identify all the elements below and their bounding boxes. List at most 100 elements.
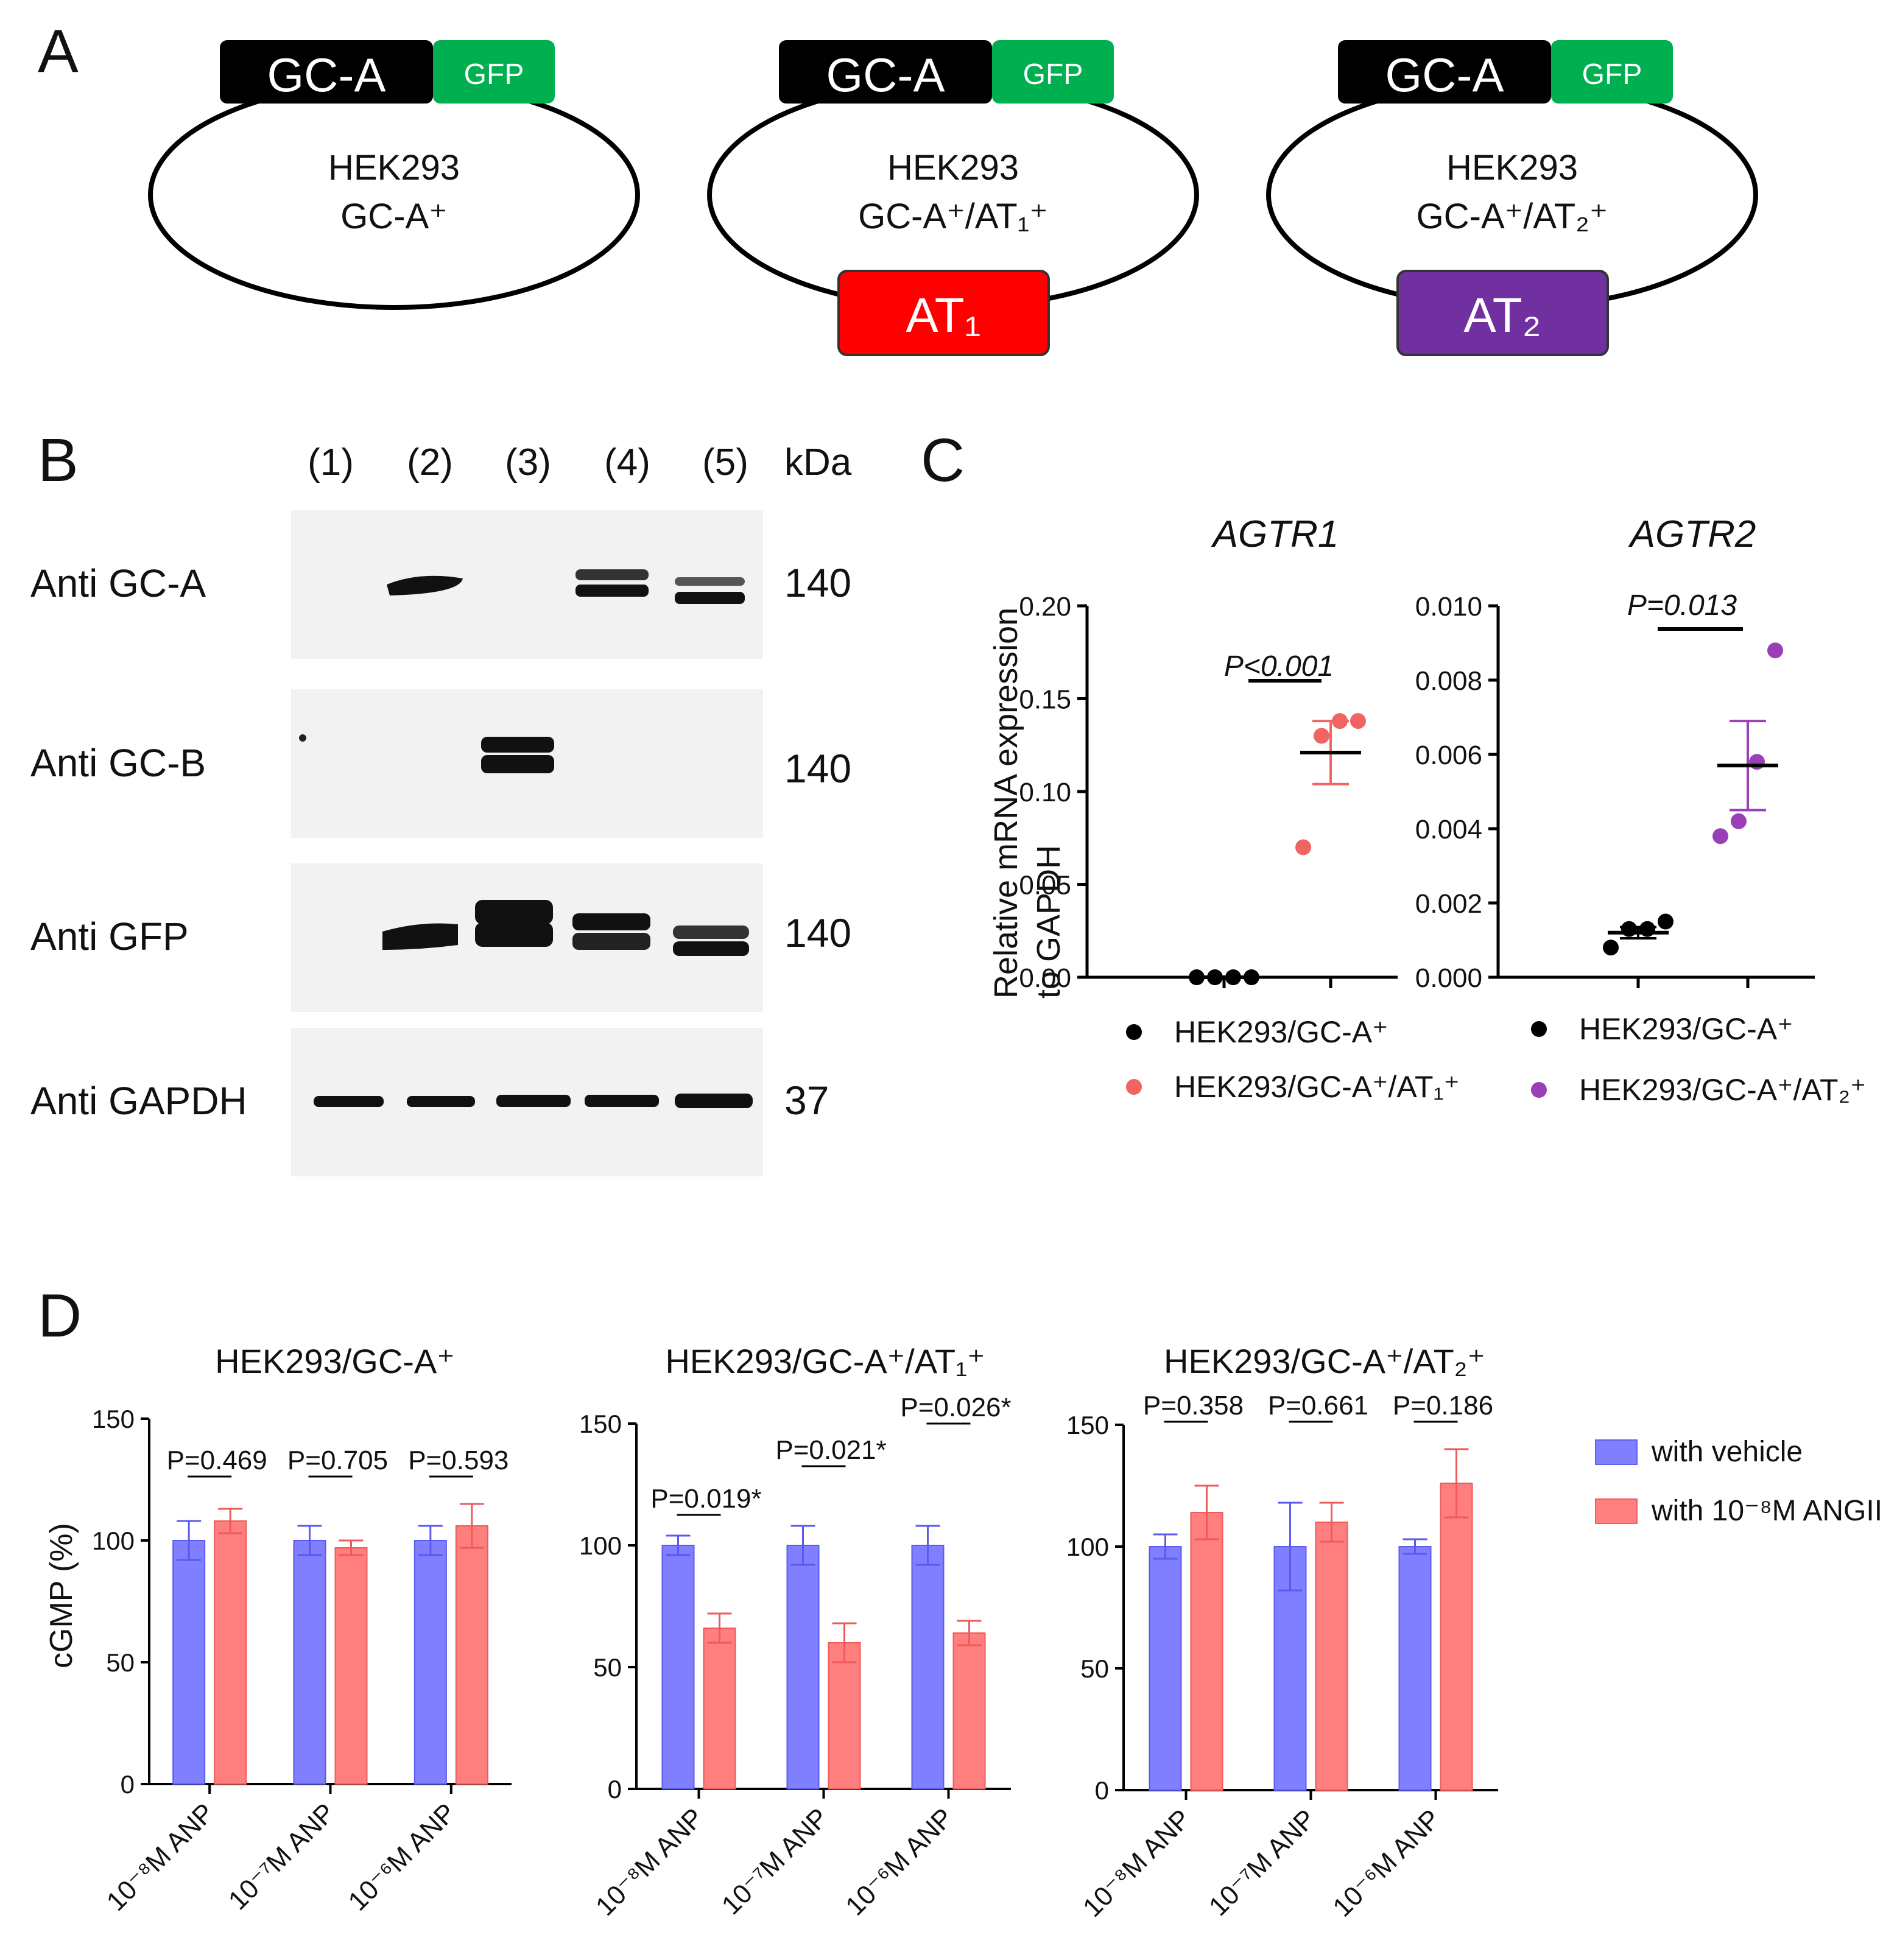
x-tick-label: 10⁻⁸M ANP [1077,1804,1197,1923]
y-tick-label: 0.002 [1415,889,1482,919]
y-axis-ticks: 0 50 100 150 [579,1410,636,1804]
data-point [1295,839,1311,855]
bar [911,1545,945,1790]
panel-d-legend: with vehicle with 10⁻⁸M ANGII [1595,1436,1882,1527]
bar [828,1642,861,1790]
blot-band [673,926,749,939]
significance-label: P=0.593 [408,1445,509,1475]
bar [661,1545,695,1790]
data-point [1350,713,1366,729]
blot-band [572,933,650,950]
y-axis-ticks: 0.000 0.002 0.004 0.006 0.008 0.010 [1415,592,1498,993]
y-tick-label: 50 [106,1648,135,1677]
significance-label: P=0.705 [287,1445,388,1475]
panel-letter-b: B [38,426,79,494]
cell-diagram-1: GC-A GFP HEK293 GC-A⁺ [148,40,640,310]
y-tick-label: 0.10 [1019,778,1071,807]
x-tick-label: 10⁻⁷M ANP [1203,1804,1322,1922]
blot-gapdh: Anti GAPDH 37 [30,1028,829,1176]
x-tick-label: 10⁻⁷M ANP [716,1802,834,1920]
at2-receptor [1396,270,1609,356]
y-axis-ticks: 0 50 100 150 [92,1405,149,1799]
gfp-tag-label: GFP [1582,58,1642,91]
gca-receptor-tag [779,40,992,104]
blot-band [673,941,749,956]
gca-tag-label: GC-A [267,48,386,102]
blot-gcb: Anti GC-B 140 [30,689,851,838]
data-point [1658,913,1674,930]
x-tick-label: 10⁻⁶M ANP [1327,1804,1446,1922]
x-tick-label: 10⁻⁸M ANP [101,1797,220,1917]
lane-label: (3) [505,441,551,483]
significance-label: P<0.001 [1224,650,1334,683]
significance-label: P=0.469 [167,1445,267,1475]
agtr1-chart: AGTR1 0.00 0.05 0.10 0.15 0.20 P<0.001 [1019,513,1398,993]
y-tick-label: 0.004 [1415,815,1482,845]
legend-label: with 10⁻⁸M ANGII [1651,1495,1882,1527]
blot-band [575,585,649,597]
blot-band [387,575,463,595]
legend-marker [1531,1021,1547,1037]
significance-label: P=0.661 [1268,1391,1368,1421]
y-tick-label: 0.15 [1019,685,1071,715]
legend-marker [1531,1082,1547,1098]
y-tick-label: 0.006 [1415,740,1482,770]
blot-kda: 140 [784,560,851,605]
ylabel-line-1: Relative mRNA expression [988,608,1024,999]
chart-title: HEK293/GC-A⁺/AT₂⁺ [1164,1342,1485,1380]
cell-name: HEK293 [328,148,460,188]
lane-headers: (1) (2) (3) (4) (5) kDa [308,441,852,483]
panel-letter-a: A [38,17,79,85]
cell-diagram-3: GC-A GFP HEK293 GC-A⁺/AT₂⁺ AT₂ [1266,40,1758,356]
data-point [1712,828,1728,845]
bar [414,1540,447,1785]
bar [952,1632,986,1790]
bar [1190,1512,1223,1791]
blot-band [481,755,554,773]
kda-header: kDa [784,441,852,483]
data-marks: P=0.019* P=0.021* P=0.026* [635,1393,1012,1799]
bar [293,1540,326,1785]
significance-label: P=0.186 [1393,1391,1493,1421]
bar [1149,1546,1182,1791]
blot-kda: 37 [784,1078,829,1123]
y-tick-label: 0.20 [1019,592,1071,622]
data-point [1731,813,1747,829]
gca-receptor-tag [220,40,433,104]
gca-tag-label: GC-A [1385,48,1504,102]
bar [455,1525,488,1785]
y-tick-label: 0 [1095,1776,1109,1805]
x-tick-label: 10⁻⁶M ANP [840,1802,959,1921]
y-tick-label: 100 [579,1531,622,1560]
blot-gfp: Anti GFP 140 [30,863,851,1012]
x-tick-label: 10⁻⁶M ANP [343,1797,462,1916]
bar [334,1547,368,1785]
bar [1315,1522,1348,1791]
cell-genotype: GC-A⁺ [340,197,448,236]
gfp-tag-label: GFP [1023,58,1083,91]
chart-title: AGTR2 [1628,513,1756,555]
blot-kda: 140 [784,910,851,955]
legend-label: HEK293/GC-A⁺/AT₂⁺ [1579,1073,1866,1107]
at2-receptor-label: AT₂ [1463,288,1541,342]
data-marks [1496,606,1815,988]
y-tick-label: 0 [608,1775,622,1804]
lane-label: (4) [604,441,650,483]
blot-band [407,1096,475,1107]
blot-speck [299,734,306,742]
y-tick-label: 0.010 [1415,592,1482,622]
data-marks [1085,606,1398,988]
x-axis-labels: 10⁻⁸M ANP 10⁻⁷M ANP 10⁻⁶M ANP [101,1797,462,1917]
panel-letter-c: C [921,426,965,494]
panel-d-ylabel: cGMP (%) [44,1523,79,1668]
blot-label: Anti GC-A [30,561,206,605]
y-tick-label: 150 [1066,1411,1109,1439]
bar [1440,1483,1473,1791]
legend-label: HEK293/GC-A⁺ [1579,1012,1793,1046]
y-tick-label: 0.008 [1415,666,1482,696]
y-tick-label: 0.00 [1019,963,1071,993]
cell-name: HEK293 [887,148,1019,188]
significance-label: P=0.026* [900,1393,1011,1422]
